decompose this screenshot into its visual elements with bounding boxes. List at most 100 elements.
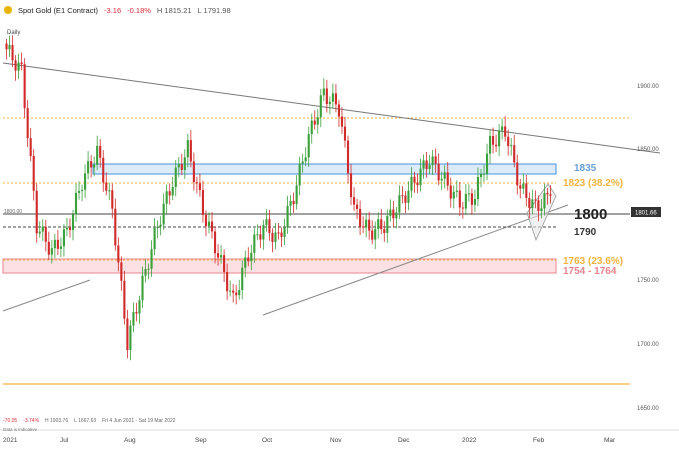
candle-bearish — [334, 93, 337, 105]
candle-bearish — [32, 155, 35, 191]
label-1823: 1823 (38.2%) — [563, 178, 623, 189]
ascending-trendline — [262, 204, 569, 316]
candle-bearish — [195, 182, 198, 184]
candle-bullish — [395, 212, 398, 219]
candle-bearish — [528, 198, 531, 209]
candle-bearish — [168, 191, 171, 196]
range-change: -70.05 — [3, 418, 18, 424]
candle-bearish — [117, 245, 120, 263]
candle-bullish — [144, 268, 147, 276]
indicative-note: Data is indicative — [3, 427, 38, 432]
candle-bullish — [132, 312, 135, 326]
candle-bullish — [485, 153, 489, 174]
label-1800: 1800 — [574, 206, 607, 223]
candle-bullish — [59, 246, 62, 249]
candle-bearish — [26, 108, 29, 139]
candle-bullish — [431, 156, 434, 166]
candle-bullish — [422, 160, 425, 169]
candle-bullish — [262, 225, 265, 240]
candle-bearish — [120, 262, 123, 281]
candle-bearish — [516, 162, 519, 186]
price-tick-1850: 1850.00 — [637, 147, 659, 153]
candle-bullish — [147, 268, 150, 270]
candle-bullish — [162, 203, 165, 225]
time-tick-dec: Dec — [398, 437, 410, 444]
candle-bearish — [114, 208, 117, 246]
session-low: L 1791.98 — [197, 5, 231, 15]
candle-bullish — [455, 190, 458, 192]
candle-bearish — [90, 161, 93, 168]
candle-bearish — [192, 161, 195, 183]
candle-bullish — [220, 255, 223, 258]
candle-bearish — [99, 145, 102, 158]
candle-bearish — [340, 116, 344, 127]
candle-bearish — [268, 219, 271, 233]
instrument-title[interactable]: Spot Gold (E1 Contract) — [18, 5, 99, 15]
candle-bullish — [286, 205, 289, 228]
candle-bearish — [446, 172, 449, 186]
candle-bearish — [380, 219, 383, 230]
candle-bearish — [259, 234, 262, 240]
price-tick-1650: 1650.00 — [637, 406, 659, 412]
label-1763: 1763 (23.6%) — [563, 256, 623, 267]
candle-bullish — [77, 190, 81, 193]
current-price-tag — [631, 207, 661, 217]
lower-trendline — [2, 279, 91, 312]
candle-bearish — [247, 257, 250, 262]
candle-bearish — [461, 207, 464, 209]
candle-bearish — [29, 138, 32, 156]
candle-bearish — [180, 164, 183, 170]
candle-bullish — [295, 185, 298, 205]
candle-bearish — [189, 140, 192, 162]
candle-bearish — [368, 219, 371, 231]
candle-bullish — [244, 257, 247, 268]
range-high: H 1903.76 — [45, 418, 69, 424]
candle-bullish — [365, 219, 368, 228]
candle-bearish — [126, 318, 129, 351]
candle-bullish — [298, 163, 301, 186]
interval-label: Daily — [7, 30, 21, 36]
candle-bearish — [111, 190, 114, 209]
time-tick-2021: 2021 — [3, 437, 18, 444]
candle-bullish — [74, 192, 78, 215]
candle-bearish — [513, 145, 516, 163]
candle-bearish — [546, 192, 549, 195]
candle-bearish — [434, 156, 437, 164]
candle-bearish — [68, 227, 72, 231]
candle-bullish — [464, 193, 467, 209]
candle-bullish — [307, 134, 310, 158]
candle-bullish — [183, 157, 186, 170]
candle-bullish — [71, 214, 75, 231]
candle-bullish — [229, 290, 232, 292]
candle-bullish — [428, 165, 431, 170]
candle-bullish — [522, 183, 525, 189]
candle-bearish — [356, 204, 359, 209]
candle-bullish — [283, 227, 286, 237]
candle-bullish — [238, 290, 241, 296]
time-tick-jul: Jul — [60, 437, 69, 444]
price-change: -3.16 — [104, 5, 122, 15]
time-tick-2022: 2022 — [462, 437, 477, 444]
candle-bullish — [501, 126, 504, 131]
candle-bearish — [495, 144, 498, 147]
candle-bearish — [20, 62, 23, 65]
range-change-pct: -3.74% — [23, 418, 40, 424]
candle-bearish — [235, 292, 238, 296]
price-tick-1750: 1750.00 — [637, 278, 659, 284]
candle-bearish — [11, 44, 14, 61]
candle-bullish — [138, 300, 141, 314]
candle-bullish — [374, 228, 377, 240]
candle-bullish — [377, 219, 380, 229]
candle-bullish — [253, 234, 256, 253]
candle-bullish — [476, 176, 480, 200]
candle-bearish — [337, 104, 340, 117]
left-price-marker: 1800.00 — [4, 209, 22, 215]
gold-logo-icon — [4, 6, 12, 14]
range-stats: -70.05 -3.74% H 1903.76 L 1667.63 Fri 4 … — [3, 418, 176, 424]
current-price-label: 1801.66 — [635, 211, 657, 217]
candle-bullish — [65, 227, 69, 230]
candlestick-series — [5, 35, 552, 361]
candle-bullish — [8, 44, 11, 50]
candle-bearish — [313, 120, 316, 125]
